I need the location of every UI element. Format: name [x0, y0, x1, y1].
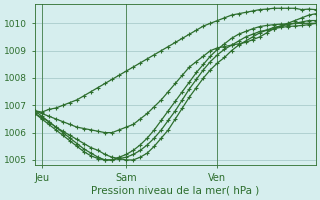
X-axis label: Pression niveau de la mer( hPa ): Pression niveau de la mer( hPa )	[91, 186, 260, 196]
